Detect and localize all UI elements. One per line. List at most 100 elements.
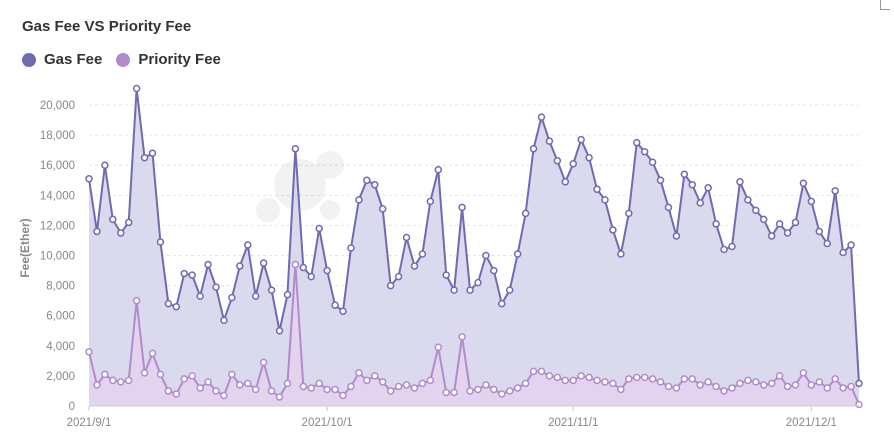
- point-priority-fee[interactable]: [394, 382, 403, 391]
- point-gas-fee[interactable]: [783, 229, 792, 237]
- point-priority-fee[interactable]: [601, 378, 609, 386]
- point-priority-fee[interactable]: [109, 376, 117, 385]
- point-gas-fee[interactable]: [593, 185, 601, 194]
- point-gas-fee[interactable]: [513, 250, 522, 258]
- point-priority-fee[interactable]: [347, 382, 355, 391]
- point-gas-fee[interactable]: [148, 149, 157, 157]
- point-priority-fee[interactable]: [545, 372, 554, 380]
- point-priority-fee[interactable]: [831, 375, 839, 383]
- point-priority-fee[interactable]: [521, 379, 530, 388]
- point-priority-fee[interactable]: [371, 372, 379, 380]
- point-priority-fee[interactable]: [648, 375, 657, 383]
- point-gas-fee[interactable]: [386, 281, 395, 290]
- point-gas-fee[interactable]: [394, 272, 403, 281]
- point-gas-fee[interactable]: [823, 239, 831, 248]
- point-gas-fee[interactable]: [609, 226, 617, 234]
- point-priority-fee[interactable]: [752, 378, 760, 386]
- point-priority-fee[interactable]: [823, 384, 831, 392]
- point-priority-fee[interactable]: [767, 379, 776, 388]
- point-priority-fee[interactable]: [172, 390, 181, 398]
- point-gas-fee[interactable]: [474, 278, 482, 287]
- point-priority-fee[interactable]: [791, 381, 800, 389]
- point-gas-fee[interactable]: [648, 158, 657, 166]
- expand-corner-icon[interactable]: [880, 0, 890, 10]
- point-gas-fee[interactable]: [759, 215, 768, 224]
- point-priority-fee[interactable]: [275, 393, 284, 401]
- point-gas-fee[interactable]: [617, 250, 625, 258]
- point-gas-fee[interactable]: [688, 181, 697, 189]
- point-priority-fee[interactable]: [196, 384, 204, 392]
- point-gas-fee[interactable]: [656, 176, 665, 185]
- point-gas-fee[interactable]: [426, 197, 435, 206]
- point-gas-fee[interactable]: [696, 199, 704, 207]
- point-priority-fee[interactable]: [180, 375, 189, 383]
- point-priority-fee[interactable]: [355, 369, 363, 377]
- point-priority-fee[interactable]: [283, 379, 292, 388]
- point-gas-fee[interactable]: [450, 286, 458, 294]
- point-priority-fee[interactable]: [736, 379, 744, 388]
- point-gas-fee[interactable]: [339, 307, 347, 315]
- point-priority-fee[interactable]: [148, 349, 157, 358]
- point-gas-fee[interactable]: [577, 135, 585, 144]
- point-priority-fee[interactable]: [101, 370, 109, 379]
- point-priority-fee[interactable]: [426, 376, 435, 385]
- point-gas-fee[interactable]: [632, 138, 641, 147]
- point-gas-fee[interactable]: [775, 220, 784, 228]
- point-priority-fee[interactable]: [363, 376, 371, 385]
- point-gas-fee[interactable]: [704, 184, 712, 192]
- point-gas-fee[interactable]: [672, 232, 681, 240]
- point-priority-fee[interactable]: [378, 378, 387, 386]
- point-priority-fee[interactable]: [625, 375, 633, 383]
- point-gas-fee[interactable]: [355, 196, 363, 204]
- point-gas-fee[interactable]: [744, 196, 752, 204]
- point-gas-fee[interactable]: [283, 290, 292, 299]
- point-gas-fee[interactable]: [188, 271, 196, 279]
- point-gas-fee[interactable]: [807, 197, 816, 206]
- point-gas-fee[interactable]: [434, 166, 443, 174]
- point-gas-fee[interactable]: [767, 232, 776, 240]
- point-gas-fee[interactable]: [323, 266, 331, 275]
- point-gas-fee[interactable]: [109, 215, 117, 224]
- point-priority-fee[interactable]: [529, 367, 538, 376]
- point-gas-fee[interactable]: [490, 266, 498, 275]
- point-priority-fee[interactable]: [799, 369, 808, 377]
- legend-item-priority-fee[interactable]: Priority Fee: [116, 51, 221, 68]
- point-priority-fee[interactable]: [696, 381, 704, 389]
- point-priority-fee[interactable]: [712, 382, 720, 391]
- point-priority-fee[interactable]: [498, 390, 506, 398]
- point-gas-fee[interactable]: [275, 327, 284, 335]
- point-priority-fee[interactable]: [458, 333, 466, 341]
- point-gas-fee[interactable]: [847, 241, 855, 249]
- point-priority-fee[interactable]: [553, 373, 562, 382]
- point-priority-fee[interactable]: [339, 391, 347, 400]
- point-gas-fee[interactable]: [466, 286, 474, 294]
- point-gas-fee[interactable]: [307, 272, 316, 281]
- point-gas-fee[interactable]: [815, 227, 824, 236]
- point-priority-fee[interactable]: [505, 387, 514, 395]
- point-priority-fee[interactable]: [688, 375, 697, 383]
- point-priority-fee[interactable]: [434, 343, 443, 352]
- point-gas-fee[interactable]: [93, 227, 101, 236]
- point-priority-fee[interactable]: [124, 376, 133, 385]
- point-gas-fee[interactable]: [831, 187, 839, 195]
- point-priority-fee[interactable]: [561, 376, 570, 385]
- point-priority-fee[interactable]: [323, 385, 331, 394]
- point-priority-fee[interactable]: [474, 385, 482, 394]
- point-priority-fee[interactable]: [672, 384, 681, 392]
- point-priority-fee[interactable]: [402, 381, 411, 389]
- point-gas-fee[interactable]: [244, 241, 252, 249]
- point-priority-fee[interactable]: [93, 381, 101, 389]
- point-priority-fee[interactable]: [569, 376, 577, 385]
- point-gas-fee[interactable]: [251, 292, 260, 300]
- point-priority-fee[interactable]: [331, 385, 339, 394]
- point-priority-fee[interactable]: [236, 381, 244, 389]
- point-gas-fee[interactable]: [164, 299, 173, 308]
- point-gas-fee[interactable]: [140, 153, 149, 162]
- legend-item-gas-fee[interactable]: Gas Fee: [22, 51, 102, 68]
- point-gas-fee[interactable]: [545, 137, 554, 145]
- point-priority-fee[interactable]: [251, 385, 260, 394]
- point-priority-fee[interactable]: [164, 387, 173, 395]
- point-gas-fee[interactable]: [529, 144, 538, 153]
- point-priority-fee[interactable]: [775, 372, 784, 380]
- point-priority-fee[interactable]: [593, 376, 601, 385]
